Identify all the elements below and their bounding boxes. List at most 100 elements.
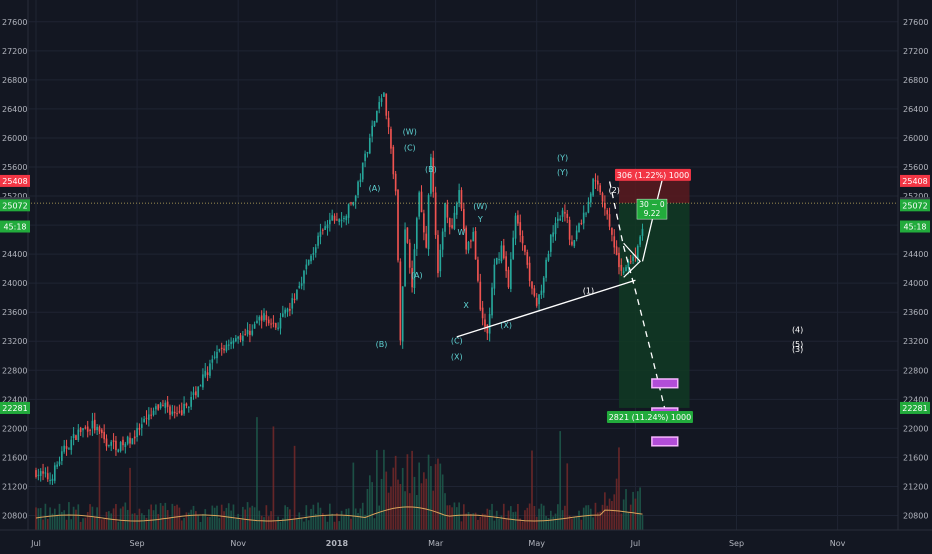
candle-body — [343, 218, 345, 220]
risk-reward-line2: 9.22 — [644, 209, 661, 218]
volume-bar — [531, 450, 533, 530]
price-badge-right: 25072 — [900, 199, 930, 212]
candle-body — [462, 209, 465, 229]
candle-body — [239, 335, 242, 340]
volume-bar — [68, 502, 70, 530]
candle-body — [568, 219, 571, 240]
volume-bar — [371, 482, 373, 530]
volume-bar — [585, 505, 587, 530]
volume-bar — [467, 512, 470, 530]
candle-body — [202, 374, 204, 388]
volume-bar — [392, 467, 395, 530]
candle-body — [209, 363, 211, 376]
candle-body — [629, 261, 632, 263]
x-tick-label: Jul — [30, 539, 41, 548]
price-badge-text: 22281 — [902, 404, 927, 413]
y-tick-label-left: 20800 — [2, 511, 27, 520]
candle-body — [35, 470, 37, 477]
volume-bar — [277, 516, 279, 530]
candle-body — [183, 403, 185, 414]
candle-body — [542, 277, 545, 293]
take-profit-zone[interactable] — [618, 203, 690, 408]
candle-body — [70, 439, 73, 450]
y-tick-label-left: 24000 — [2, 279, 27, 288]
y-tick-label-right: 20800 — [903, 511, 928, 520]
candle-body — [199, 385, 202, 387]
price-badge-right: 25408 — [900, 174, 930, 187]
volume-bar — [267, 516, 270, 530]
volume-bar — [439, 463, 442, 530]
volume-bar — [143, 515, 145, 530]
candle-body — [604, 202, 606, 209]
volume-bar — [46, 518, 49, 530]
candle-body — [467, 241, 470, 251]
wave-label: (C) — [451, 336, 463, 345]
candle-body — [387, 117, 390, 128]
candle-body — [242, 335, 244, 342]
candle-body — [636, 245, 639, 259]
volume-bar — [347, 508, 350, 530]
candle-body — [126, 436, 129, 444]
price-badge-right: 22281 — [900, 401, 930, 414]
volume-bar — [564, 505, 566, 530]
target-box-1[interactable] — [651, 378, 679, 389]
wave-label: X — [463, 301, 469, 310]
candle-body — [112, 440, 115, 442]
candle-body — [394, 173, 397, 192]
volume-bar — [117, 521, 120, 530]
volume-bar — [239, 519, 242, 530]
candle-body — [397, 189, 399, 261]
volume-bar — [547, 518, 550, 530]
candle-body — [281, 313, 284, 317]
candle-body — [446, 204, 449, 218]
candle-body — [451, 225, 453, 228]
projected-decline-path[interactable] — [608, 181, 667, 414]
volume-bar — [343, 515, 345, 530]
volume-bar — [307, 520, 310, 530]
triangle-pattern[interactable] — [623, 242, 641, 278]
support-trendline[interactable] — [456, 279, 636, 338]
volume-bar — [162, 505, 164, 530]
candle-body — [317, 235, 319, 246]
y-tick-label-left: 21200 — [2, 482, 27, 491]
volume-bar — [65, 519, 68, 530]
candle-body — [535, 297, 538, 306]
candle-body — [307, 259, 310, 265]
candle-body — [192, 392, 195, 395]
volume-bar — [594, 502, 597, 530]
candle-body — [406, 227, 409, 243]
candle-body — [65, 446, 68, 449]
volume-bar — [173, 505, 176, 530]
candle-body — [115, 440, 117, 451]
wave-label: (5) — [792, 340, 803, 349]
y-tick-label-left: 24400 — [2, 250, 27, 259]
x-tick-label: Nov — [230, 539, 246, 548]
candle-body — [187, 406, 190, 408]
volume-bar — [61, 511, 63, 530]
risk-reward-badge: 30 ~ 09.22 — [636, 198, 668, 220]
candle-body — [227, 344, 230, 346]
volume-bar — [618, 447, 620, 530]
volume-bar — [218, 518, 221, 530]
volume-bar — [77, 504, 80, 530]
volume-bar — [427, 454, 430, 530]
candle-body — [190, 396, 192, 407]
candle-body — [606, 210, 609, 215]
volume-bar — [49, 507, 51, 530]
volume-bar — [122, 506, 124, 530]
volume-bar — [629, 504, 632, 530]
projected-rally-path[interactable] — [641, 174, 665, 262]
candle-body — [260, 315, 263, 321]
volume-bar — [578, 510, 580, 530]
volume-bar — [493, 520, 496, 530]
volume-bar — [479, 516, 482, 530]
candle-body — [357, 181, 359, 196]
candle-body — [314, 247, 317, 253]
volume-bar — [636, 491, 639, 530]
volume-bar — [279, 521, 282, 530]
volume-bar — [169, 516, 171, 530]
stop-loss-zone[interactable] — [618, 180, 690, 204]
target-box-3[interactable] — [651, 436, 679, 447]
candle-body — [620, 264, 623, 271]
